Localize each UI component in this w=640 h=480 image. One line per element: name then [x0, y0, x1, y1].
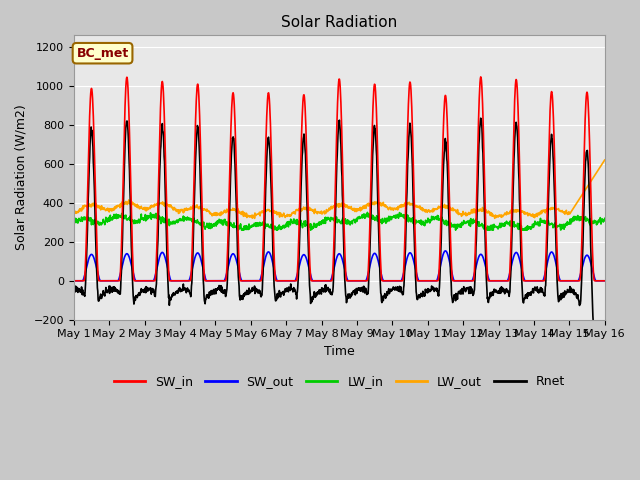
SW_out: [538, 278, 546, 284]
LW_in: [175, 216, 183, 222]
Rnet: [70, 291, 77, 297]
LW_in: [364, 209, 371, 215]
Rnet: [248, 289, 255, 295]
LW_out: [601, 157, 609, 163]
Text: BC_met: BC_met: [76, 47, 129, 60]
SW_out: [70, 278, 77, 284]
Line: Rnet: Rnet: [74, 118, 605, 341]
LW_out: [248, 214, 255, 219]
SW_out: [601, 278, 609, 284]
Rnet: [422, 287, 429, 292]
Rnet: [492, 289, 499, 295]
Rnet: [600, 338, 608, 344]
SW_out: [422, 278, 429, 284]
SW_in: [248, 278, 255, 284]
LW_in: [601, 216, 609, 221]
Line: LW_out: LW_out: [74, 160, 605, 218]
SW_in: [601, 278, 609, 284]
SW_in: [70, 278, 77, 284]
LW_in: [234, 227, 242, 233]
Rnet: [601, 336, 609, 342]
LW_in: [188, 219, 196, 225]
SW_out: [188, 268, 196, 274]
X-axis label: Time: Time: [324, 345, 355, 358]
LW_out: [175, 207, 183, 213]
Rnet: [175, 287, 183, 293]
SW_in: [188, 256, 196, 262]
LW_out: [188, 205, 196, 211]
LW_out: [492, 213, 499, 218]
Y-axis label: Solar Radiation (W/m2): Solar Radiation (W/m2): [15, 105, 28, 251]
LW_in: [70, 221, 77, 227]
LW_in: [492, 223, 499, 229]
Rnet: [477, 115, 484, 121]
SW_out: [175, 278, 183, 284]
LW_out: [538, 210, 546, 216]
Line: SW_in: SW_in: [74, 77, 605, 281]
Rnet: [188, 280, 196, 286]
LW_out: [70, 208, 77, 214]
Legend: SW_in, SW_out, LW_in, LW_out, Rnet: SW_in, SW_out, LW_in, LW_out, Rnet: [109, 370, 570, 393]
LW_in: [538, 217, 546, 223]
SW_out: [492, 278, 499, 284]
SW_in: [492, 278, 499, 284]
SW_out: [248, 278, 255, 284]
SW_in: [175, 278, 183, 284]
Rnet: [538, 287, 546, 293]
LW_out: [422, 207, 429, 213]
SW_in: [538, 278, 546, 284]
Title: Solar Radiation: Solar Radiation: [281, 15, 397, 30]
SW_out: [442, 248, 449, 254]
LW_out: [251, 216, 259, 221]
SW_in: [422, 278, 429, 284]
SW_in: [477, 74, 484, 80]
Line: LW_in: LW_in: [74, 212, 605, 230]
LW_in: [248, 223, 255, 228]
LW_in: [422, 218, 430, 224]
Line: SW_out: SW_out: [74, 251, 605, 281]
